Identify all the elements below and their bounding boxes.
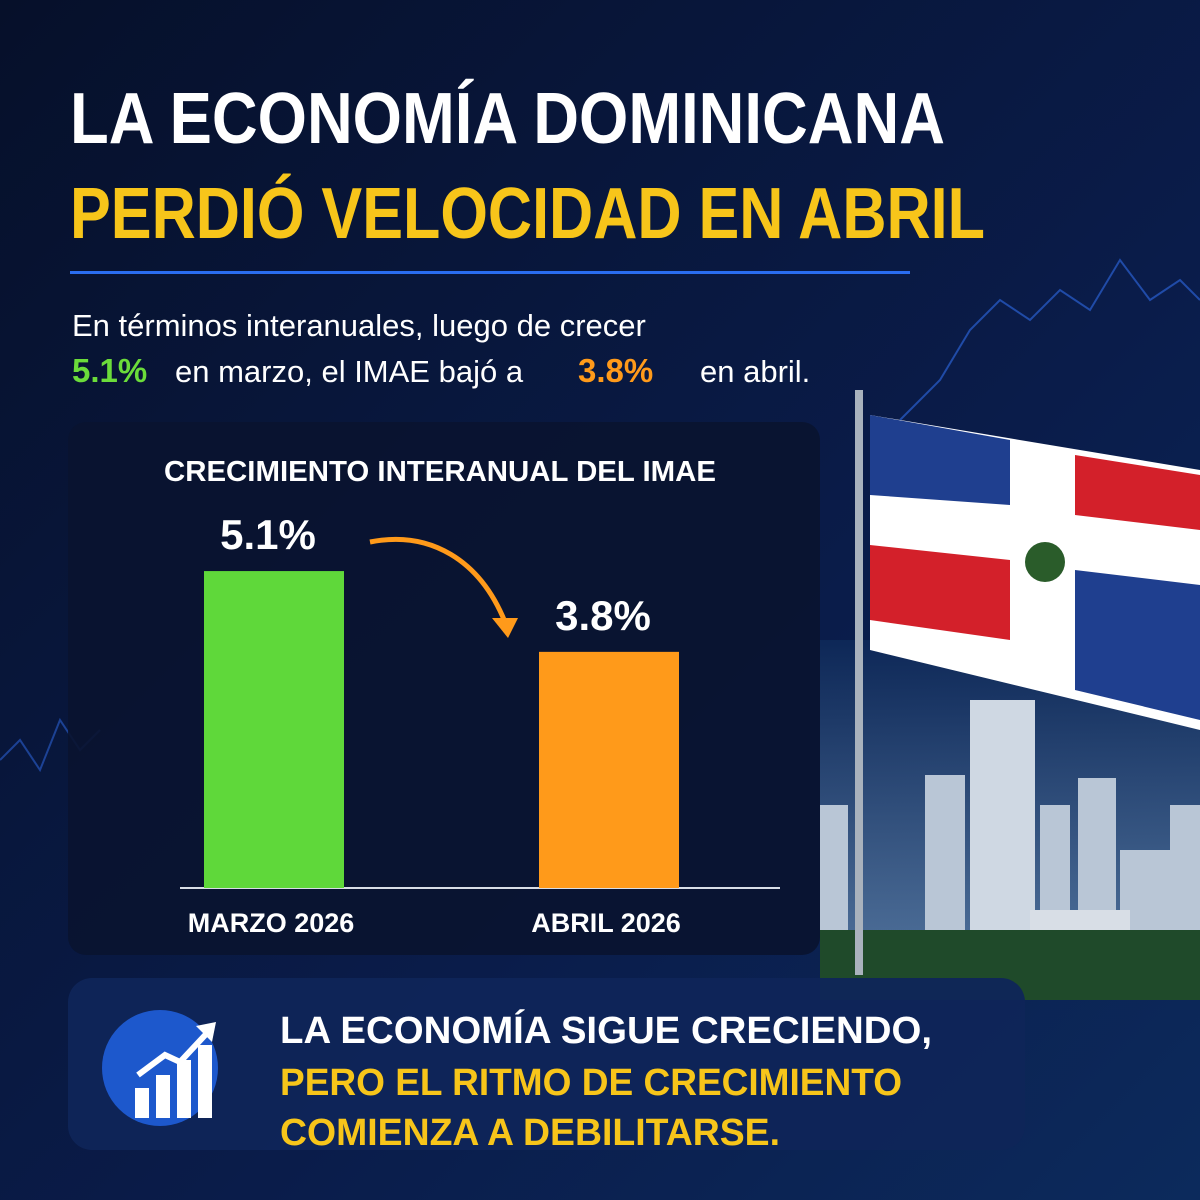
subtitle-value: 5.1% [72,352,147,389]
footer-panel [68,978,1025,1150]
arrow-head [492,618,518,638]
decor-line [899,258,1200,421]
arrow [369,536,508,623]
title-line2: PERDIÓ VELOCIDAD EN ABRIL [70,173,985,254]
x-tick-label: MARZO 2026 [188,908,355,938]
icon-arrow-head [196,1022,216,1042]
divider [70,271,910,274]
subtitle-value: 3.8% [578,352,653,389]
x-tick-label: ABRIL 2026 [531,908,681,938]
title-line1: LA ECONOMÍA DOMINICANA [70,79,945,159]
flag-pole [855,390,863,975]
icon-arrow [136,1029,211,1078]
value-label: 5.1% [220,511,316,558]
subtitle: en marzo, el IMAE bajó a [175,354,524,389]
chart-panel [68,422,820,955]
chart-title: CRECIMIENTO INTERANUAL DEL IMAE [164,456,716,488]
icon-bars [135,1045,212,1118]
bar [204,571,344,888]
flag [870,415,1200,730]
value-label: 3.8% [555,592,651,639]
bar [539,651,679,888]
subtitle: en abril. [700,354,810,389]
footer-line1: LA ECONOMÍA SIGUE CRECIENDO, [280,1008,932,1052]
subtitle: En términos interanuales, luego de crece… [72,308,646,343]
footer-line2: PERO EL RITMO DE CRECIMIENTO [280,1062,902,1104]
footer-line3: COMIENZA A DEBILITARSE. [280,1112,780,1154]
